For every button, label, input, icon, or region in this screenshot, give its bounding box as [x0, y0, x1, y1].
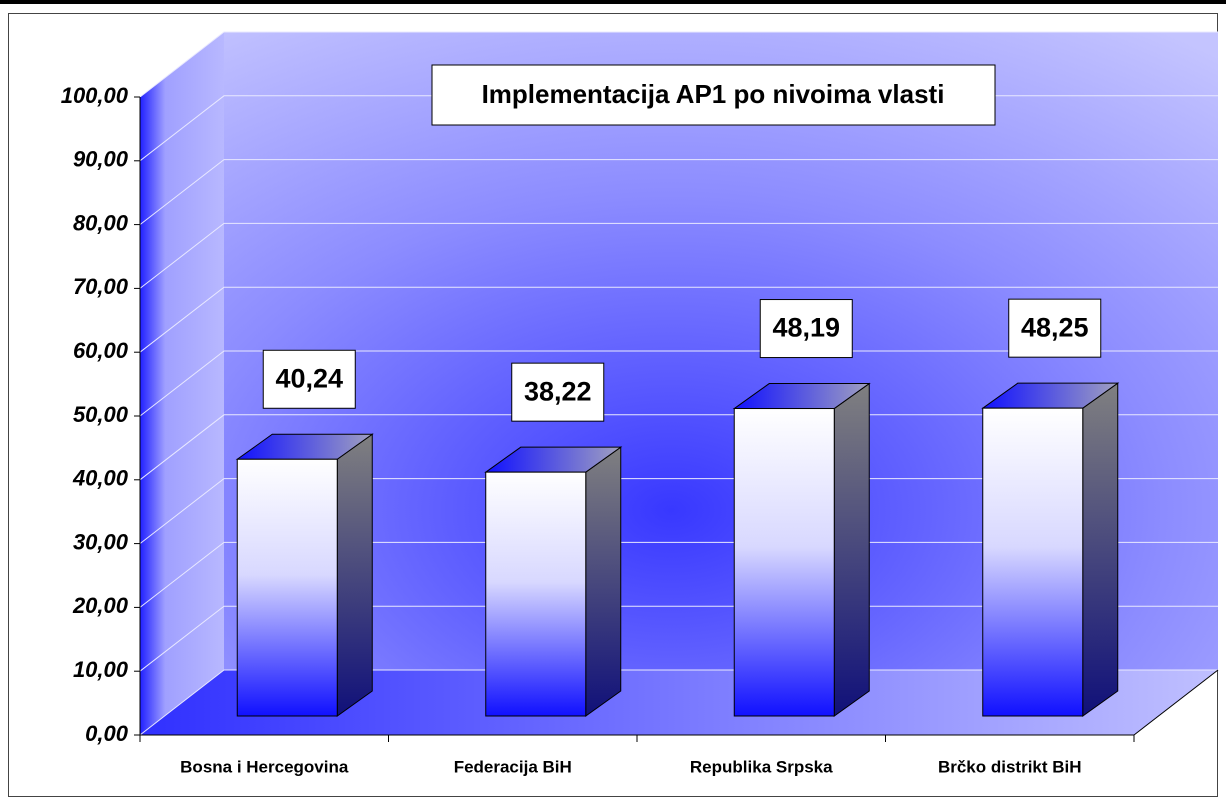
x-tick-label: Republika Srpska — [690, 757, 833, 776]
grid-line — [139, 31, 1218, 98]
grid-line — [139, 350, 1218, 417]
bar — [982, 407, 1084, 717]
grid-line — [139, 222, 1218, 289]
y-tick-label: 10,00 — [73, 657, 129, 682]
value-label-box — [262, 349, 356, 409]
bar-side — [336, 433, 373, 717]
value-label: 48,19 — [772, 313, 840, 343]
value-label: 38,22 — [524, 376, 592, 406]
y-tick-label: 60,00 — [73, 338, 129, 363]
bar — [733, 408, 835, 717]
chart-title: Implementacija AP1 po nivoima vlasti — [482, 79, 945, 109]
value-label-box — [759, 299, 853, 359]
y-tick-label: 100,00 — [61, 83, 129, 108]
grid-line — [139, 605, 1218, 672]
y-tick-label: 80,00 — [73, 210, 129, 235]
grid-line — [139, 478, 1218, 544]
grid-line — [139, 414, 1218, 481]
grid-line — [139, 159, 1218, 225]
y-tick-label: 70,00 — [73, 274, 129, 299]
x-tick-label: Brčko distrikt BiH — [938, 757, 1082, 776]
x-tick-label: Federacija BiH — [454, 757, 572, 776]
bar-side — [585, 446, 622, 717]
bar — [236, 458, 338, 717]
value-label-box — [1008, 298, 1102, 358]
y-tick-label: 90,00 — [73, 147, 129, 172]
y-tick-label: 30,00 — [73, 529, 129, 554]
y-tick-label: 40,00 — [72, 466, 129, 491]
bar-side — [833, 382, 870, 717]
floor — [140, 670, 1218, 735]
y-tick-label: 0,00 — [85, 721, 129, 746]
grid-line — [139, 286, 1218, 353]
y-tick-label: 20,00 — [72, 593, 129, 618]
y-tick-label: 50,00 — [73, 402, 129, 427]
top-bar — [0, 0, 1226, 4]
grid-line — [139, 669, 1218, 736]
x-tick-label: Bosna i Hercegovina — [180, 757, 349, 776]
grid-line — [139, 541, 1218, 608]
value-label-box — [511, 362, 605, 422]
bar — [485, 471, 587, 717]
value-label: 48,25 — [1021, 312, 1089, 342]
title-box — [431, 64, 996, 126]
floor-edge — [1133, 669, 1219, 736]
value-label: 40,24 — [275, 363, 343, 393]
bar-side — [1082, 382, 1119, 717]
